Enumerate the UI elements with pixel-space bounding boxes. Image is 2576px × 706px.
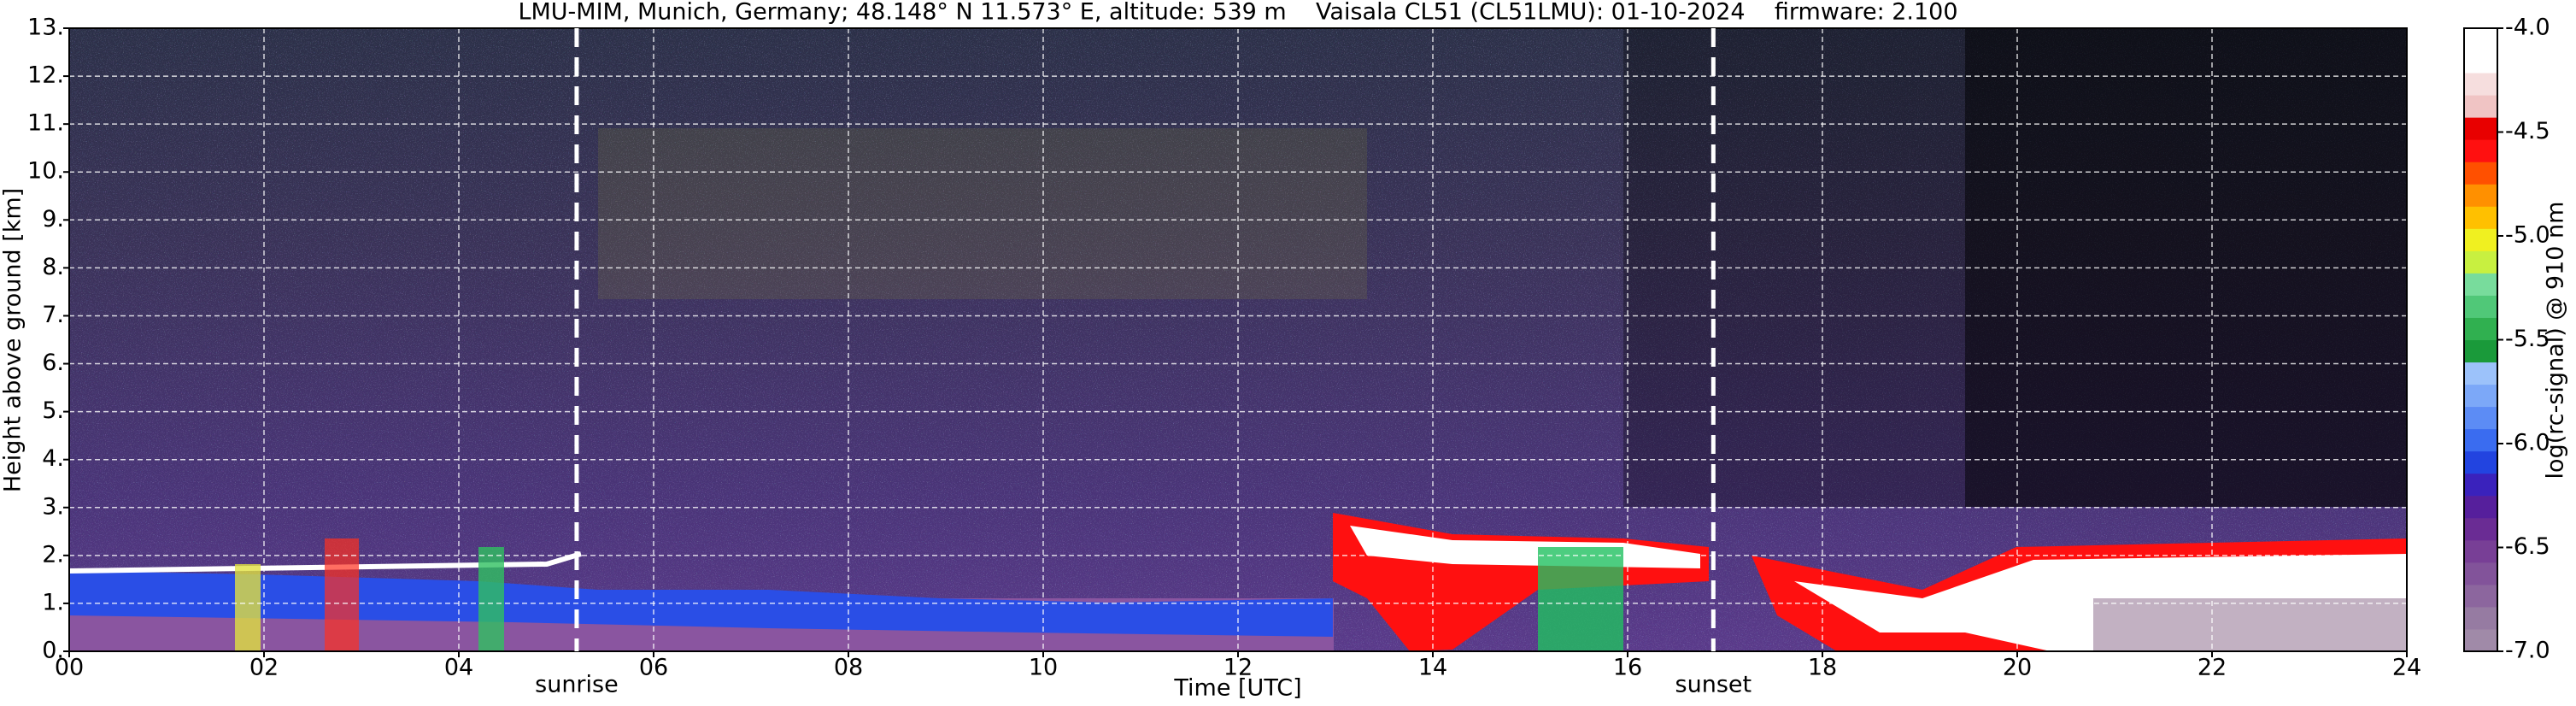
colorbar-swatch [2464,50,2497,74]
x-tick-label: 18 [1808,655,1837,681]
colorbar-swatch [2464,295,2497,318]
y-tick-label: 4. [42,445,64,472]
colorbar-swatch [2464,339,2497,363]
colorbar-swatch [2464,139,2497,162]
x-tick-label: 24 [2392,655,2421,681]
y-tick-label: 1. [42,589,64,615]
y-tick-label: 2. [42,541,64,568]
colorbar-swatch [2464,317,2497,340]
x-tick-label: 06 [639,655,668,681]
colorbar-tick-label: -6.0 [2505,430,2550,456]
colorbar-tick-label: -6.5 [2505,533,2550,560]
colorbar-swatch [2464,517,2497,541]
y-tick-label: 8. [42,254,64,280]
colorbar-swatch [2464,273,2497,296]
colorbar-swatch [2464,250,2497,274]
colorbar-swatch [2464,73,2497,96]
chart-title: LMU-MIM, Munich, Germany; 48.148° N 11.5… [518,0,1957,26]
colorbar-swatch [2464,473,2497,497]
y-tick-label: 3. [42,493,64,520]
x-tick-label: 00 [55,655,84,681]
x-tick-label: 08 [834,655,863,681]
colorbar-swatch [2464,362,2497,385]
colorbar-swatch [2464,406,2497,430]
colorbar-swatch [2464,584,2497,608]
x-tick-label: 16 [1613,655,1642,681]
colorbar-swatch [2464,162,2497,185]
colorbar-tick-label: -5.0 [2505,222,2550,249]
y-tick-label: 10. [27,158,64,185]
y-tick-label: 12. [27,62,64,89]
colorbar-swatch [2464,562,2497,585]
colorbar-tick-label: -4.0 [2505,15,2550,41]
colorbar-swatch [2464,539,2497,563]
colorbar-swatch [2464,450,2497,474]
y-tick-label: 6. [42,350,64,376]
x-tick-label: 02 [249,655,279,681]
colorbar-swatch [2464,228,2497,251]
x-tick-label: 10 [1029,655,1058,681]
y-axis-label: Height above ground [km] [0,188,26,492]
colorbar-label: log(rc-signal) @ 910 nm [2543,202,2569,479]
x-tick-label: 14 [1418,655,1447,681]
colorbar-swatch [2464,206,2497,229]
y-tick-label: 0. [42,638,64,664]
colorbar-swatch [2464,384,2497,408]
annotation-label: sunset [1675,672,1752,698]
colorbar-swatch [2464,428,2497,452]
x-axis-label: Time [UTC] [1173,675,1301,702]
colorbar-swatch [2464,117,2497,140]
x-tick-label: 20 [2003,655,2032,681]
annotation-label: sunrise [535,672,619,698]
y-tick-label: 9. [42,206,64,232]
colorbar-swatch [2464,495,2497,519]
y-tick-label: 5. [42,397,64,424]
colorbar-swatch [2464,95,2497,118]
colorbar-tick-label: -5.5 [2505,326,2550,352]
x-tick-label: 22 [2198,655,2227,681]
y-tick-label: 13. [27,15,64,41]
colorbar-swatch [2464,184,2497,207]
colorbar-swatch [2464,28,2497,51]
x-tick-label: 04 [444,655,473,681]
colorbar-tick-label: -4.5 [2505,118,2550,144]
y-tick-label: 11. [27,110,64,137]
colorbar-swatch [2464,628,2497,652]
y-tick-label: 7. [42,302,64,328]
x-tick-label: 12 [1223,655,1253,681]
colorbar-tick-label: -7.0 [2505,638,2550,664]
colorbar-swatch [2464,606,2497,630]
